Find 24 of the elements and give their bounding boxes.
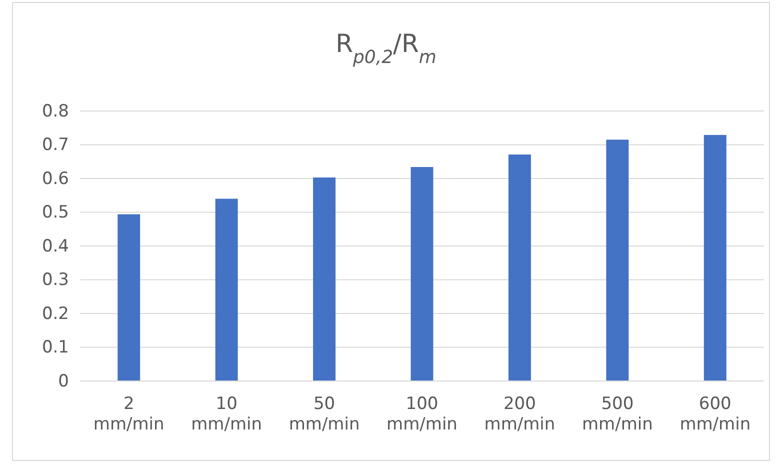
y-tick-label: 0.4 [42, 236, 69, 256]
x-tick-label: 2 mm/min [93, 394, 164, 434]
y-tick-label: 0 [58, 371, 69, 392]
y-tick-label: 0.6 [42, 168, 69, 189]
bar [704, 134, 726, 381]
x-tick-label: 10 mm/min [191, 394, 262, 434]
bar [313, 177, 336, 381]
y-tick-label: 0.1 [42, 338, 69, 358]
chart-title: R$_{p0,2}$/R$_{m}$ [336, 29, 436, 68]
x-tick-label: 500 mm/min [582, 394, 653, 434]
x-tick-label: 100 mm/min [386, 394, 458, 434]
y-tick-label: 0.5 [42, 202, 69, 223]
x-tick-label: 50 mm/min [288, 394, 360, 434]
bar [606, 140, 629, 381]
bar [410, 167, 434, 381]
y-tick-label: 0.8 [42, 101, 69, 122]
y-tick-label: 0.7 [42, 135, 69, 156]
y-tick-label: 0.2 [42, 304, 69, 324]
bar [118, 214, 140, 381]
y-tick-label: 0.3 [42, 270, 69, 290]
bar [508, 154, 531, 381]
x-tick-label: 600 mm/min [680, 394, 751, 434]
x-tick-label: 200 mm/min [484, 394, 556, 434]
bar [215, 198, 238, 381]
